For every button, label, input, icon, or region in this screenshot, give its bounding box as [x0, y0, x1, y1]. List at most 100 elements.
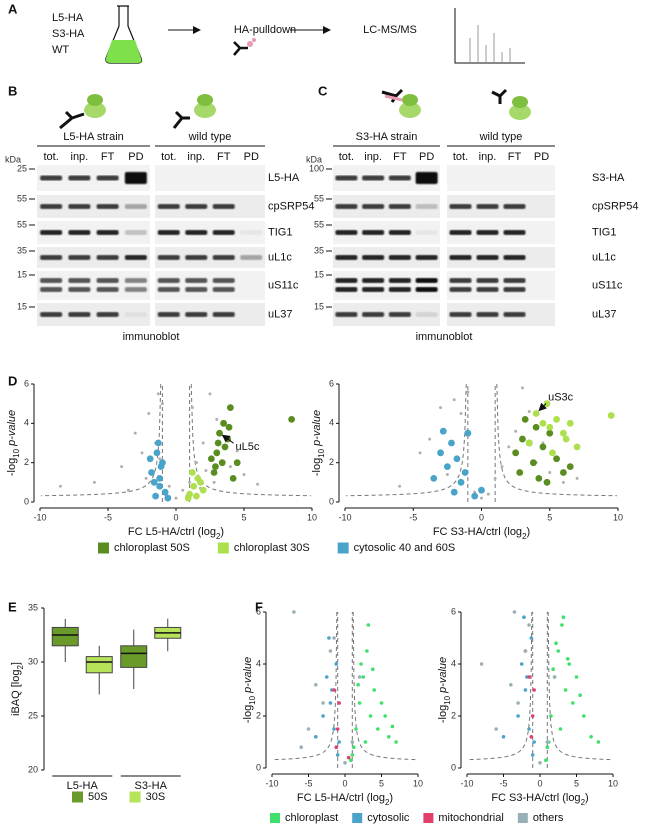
point [144, 476, 148, 480]
point [184, 494, 192, 502]
point [188, 480, 192, 484]
point [299, 745, 304, 749]
point [535, 475, 543, 482]
x-axis-title: FC S3-HA/ctrl (log2) [433, 526, 530, 541]
blot-band [96, 204, 119, 209]
x-tick-label: 10 [307, 512, 317, 522]
point [494, 727, 499, 731]
point [398, 484, 402, 488]
point [372, 688, 377, 692]
point [216, 429, 223, 437]
point [158, 457, 162, 461]
point [549, 449, 556, 457]
blot-background [447, 195, 555, 218]
point [334, 745, 339, 749]
point [181, 488, 185, 492]
point [596, 740, 601, 744]
label-part: -log [6, 458, 18, 476]
kda-value: 15 [17, 301, 27, 311]
point [553, 416, 560, 423]
point [335, 727, 340, 731]
point [197, 478, 204, 486]
legend-swatch [270, 813, 280, 823]
lane-label: tot. [161, 151, 176, 163]
label-part: ) [585, 792, 589, 804]
point [523, 688, 528, 692]
workflow-step: HA-pulldown [234, 24, 296, 36]
blot-band [124, 287, 147, 292]
blot-band [362, 175, 385, 181]
panel-label: C [318, 83, 328, 98]
point [194, 461, 198, 465]
y-tick-label: 2 [256, 710, 261, 720]
sample-label: WT [52, 44, 69, 56]
point [566, 419, 574, 427]
threshold-curve [547, 611, 613, 761]
y-tick-label: 2 [451, 710, 456, 720]
label-part: 10 [317, 448, 326, 457]
point [527, 727, 531, 731]
y-tick-label: 4 [329, 418, 334, 428]
x-axis-title: FC L5-HA/ctrl (log2) [297, 792, 393, 807]
point [306, 727, 311, 731]
y-tick-label: 0 [451, 762, 456, 772]
blot-band [388, 278, 411, 283]
legend-swatch [337, 542, 349, 554]
protein-label: cpSRP54 [268, 200, 314, 212]
y-tick-label: 35 [28, 602, 38, 612]
point [532, 688, 536, 692]
legend-label: 30S [146, 791, 166, 803]
point [328, 649, 333, 653]
blot-band [212, 278, 235, 283]
annotation: uL5c [236, 441, 260, 453]
point [235, 449, 239, 453]
blot-band [68, 230, 91, 235]
point [218, 459, 226, 467]
point [368, 714, 373, 718]
threshold-curve [41, 383, 162, 497]
point [464, 429, 472, 437]
blot-band [124, 204, 147, 209]
blot-background [333, 221, 440, 244]
point [530, 714, 535, 718]
blot-band [476, 230, 499, 235]
legend-label: chloroplast [285, 812, 338, 824]
blot-band [96, 175, 119, 181]
blot-band [415, 172, 438, 184]
label-part: ) [220, 526, 224, 538]
blot-background [155, 303, 265, 326]
blot-band [96, 255, 119, 260]
point [292, 610, 296, 614]
point [350, 740, 355, 744]
point [361, 675, 366, 679]
point [212, 463, 219, 470]
blot-band [388, 175, 411, 181]
point [335, 753, 340, 757]
point [328, 701, 333, 705]
blot-band [503, 312, 526, 317]
x-axis-title: FC S3-HA/ctrl (log2) [491, 792, 588, 807]
legend-label: chloroplast 30S [234, 542, 310, 554]
blot-band [476, 312, 499, 317]
point [161, 488, 169, 496]
x-tick-label: 0 [479, 512, 484, 522]
x-tick-label: -10 [460, 778, 473, 788]
point [332, 727, 336, 731]
point [343, 761, 347, 765]
blot-background [333, 247, 440, 268]
point [523, 649, 528, 653]
blot-band [40, 175, 63, 181]
point [445, 472, 449, 476]
point [561, 615, 566, 619]
protein-label: uL37 [268, 308, 292, 320]
point [554, 641, 558, 645]
point [201, 441, 205, 445]
threshold-curve [496, 383, 617, 497]
point [566, 463, 574, 470]
blot-band [157, 312, 180, 317]
ribosome-icons [59, 88, 531, 130]
blot-band [476, 204, 499, 209]
threshold-curve [272, 611, 338, 761]
point [556, 649, 561, 653]
